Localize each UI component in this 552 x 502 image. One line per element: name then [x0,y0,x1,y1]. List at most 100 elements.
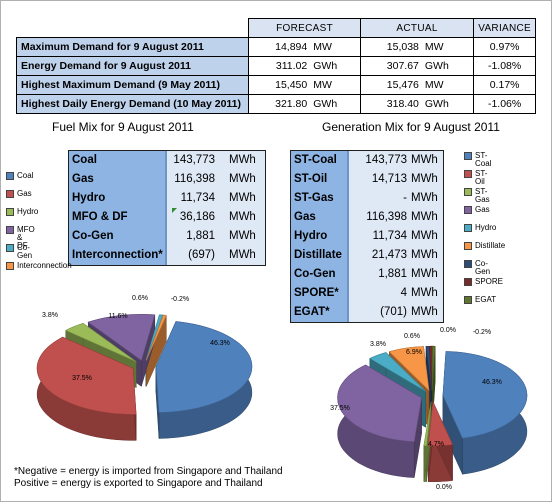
mix-row-unit: MWh [411,287,438,299]
summary-corner [16,18,250,38]
footnote-line-positive: Positive = energy is exported to Singapo… [14,478,263,489]
legend-swatch [6,244,14,252]
pie-data-label: 0.0% [440,327,456,334]
demand-summary-table: FORECAST ACTUAL VARIANCE Maximum Demand … [15,18,536,114]
fuel-mix-title: Fuel Mix for 9 August 2011 [52,120,194,134]
legend-label: Gas [17,189,32,198]
generation-mix-table: ST-Coal 143,773 MWh ST-Oil 14,713 MWh ST-Gas - M… [290,150,444,323]
mix-row-name: Gas [69,170,165,189]
pie-data-label: -0.2% [473,329,491,336]
mix-row: ST-Oil 14,713 MWh [291,170,443,189]
pie-data-label: 46.3% [482,379,502,386]
pie-data-label: 0.6% [404,333,420,340]
actual-value: 15,038 [386,41,419,53]
legend-label: ST-Gas [475,187,490,204]
legend-label: ST-Coal [475,151,492,168]
mix-row-unit: MWh [411,154,438,166]
fuel-mix-pie-chart: 46.3% 37.5% 3.8% 11.6% 0.6% -0.2% [36,295,253,441]
summary-row: Highest Maximum Demand (9 May 2011) 15,4… [15,75,536,95]
summary-actual-cell: 307.67 GWh [359,56,475,76]
mix-row-name: Hydro [291,227,347,246]
forecast-value: 321.80 [275,98,308,110]
mix-row-value: 11,734 [180,192,215,204]
legend-swatch [464,170,472,178]
mix-row-unit: MWh [229,192,256,204]
mix-row: Coal 143,773 MWh [69,151,265,170]
legend-label: Hydro [475,223,497,232]
summary-row-label: Highest Daily Energy Demand (10 May 2011… [15,94,250,114]
legend-swatch [464,278,472,286]
mix-row-name: MFO & DF [69,208,165,227]
mix-row: SPORE* 4 MWh [291,284,443,303]
mix-row-name: Distillate [291,246,347,265]
forecast-unit: MW [313,79,332,91]
forecast-unit: MW [313,41,332,53]
summary-row: Energy Demand for 9 August 2011 311.02 GW… [15,56,536,76]
summary-row-label: Maximum Demand for 9 August 2011 [15,37,250,57]
summary-row: Maximum Demand for 9 August 2011 14,894 M… [15,37,536,57]
summary-row-label: Energy Demand for 9 August 2011 [15,56,250,76]
mix-row: Co-Gen 1,881 MWh [69,227,265,246]
mix-row: Gas 116,398 MWh [291,208,443,227]
legend-swatch [6,172,14,180]
legend-swatch [6,226,14,234]
footnote-line-negative: *Negative = energy is imported from Sing… [14,466,283,477]
mix-row-unit: MWh [229,154,256,166]
legend-label: Interconnection [17,261,72,270]
mix-row-unit: MWh [411,306,438,318]
mix-row-unit: MWh [411,173,438,185]
pie-data-label: 3.8% [42,312,58,319]
mix-row-unit: MWh [411,211,438,223]
legend-label: ST-Oil [475,169,488,186]
mix-row-unit: MWh [229,173,256,185]
footnote: *Negative = energy is imported from Sing… [14,466,283,490]
cell-comment-marker [172,208,177,213]
pie-slice-st-coal [442,351,528,439]
pie-data-label: 46.3% [210,340,230,347]
legend-swatch [6,262,14,270]
summary-variance-cell: 0.17% [473,75,536,95]
summary-variance-cell: 0.97% [473,37,536,57]
mix-row: Hydro 11,734 MWh [291,227,443,246]
legend-swatch [6,190,14,198]
pie-slice-spore [429,345,433,391]
mix-row: MFO & DF 36,186 MWh [69,208,265,227]
mix-row-name: ST-Oil [291,170,347,189]
summary-header-variance: VARIANCE [473,18,536,38]
pie-slice-interconnection [146,314,167,361]
legend-swatch [464,188,472,196]
mix-row-unit: MWh [411,230,438,242]
mix-row-unit: MWh [229,211,256,223]
mix-row-value: 14,713 [371,173,407,185]
pie-slice-hydro [65,322,137,362]
mix-row-name: ST-Coal [291,151,347,170]
pie-data-label: -0.2% [171,296,189,303]
summary-forecast-cell: 15,450 MW [248,75,361,95]
mix-row-value: 143,773 [173,154,215,166]
summary-actual-cell: 318.40 GWh [359,94,475,114]
summary-forecast-cell: 321.80 GWh [248,94,361,114]
actual-unit: MW [424,79,444,91]
legend-swatch [464,260,472,268]
pie-slice-coal [155,321,253,413]
mix-row: EGAT* (701) MWh [291,303,443,322]
pie-data-label: 37.5% [72,375,92,382]
mix-row-name: ST-Gas [291,189,347,208]
table-divider [346,151,349,322]
summary-variance-cell: -1.08% [473,56,536,76]
generation-mix-title: Generation Mix for 9 August 2011 [322,120,500,134]
mix-row-name: SPORE* [291,284,347,303]
actual-value: 307.67 [386,60,419,72]
forecast-unit: GWh [313,98,338,110]
mix-row-name: Hydro [69,189,165,208]
pie-slice-st-oil [427,400,453,446]
pie-slice-st-gas [423,401,432,447]
legend-label: Hydro [17,207,39,216]
legend-label: Coal [17,171,34,180]
mix-row-value: - [403,192,407,204]
pie-slice-distillate [388,346,430,392]
mix-row-value: (697) [188,249,215,261]
summary-row-label: Highest Maximum Demand (9 May 2011) [15,75,250,95]
pie-slice-gas [337,364,422,442]
mix-row-unit: MWh [229,249,256,261]
